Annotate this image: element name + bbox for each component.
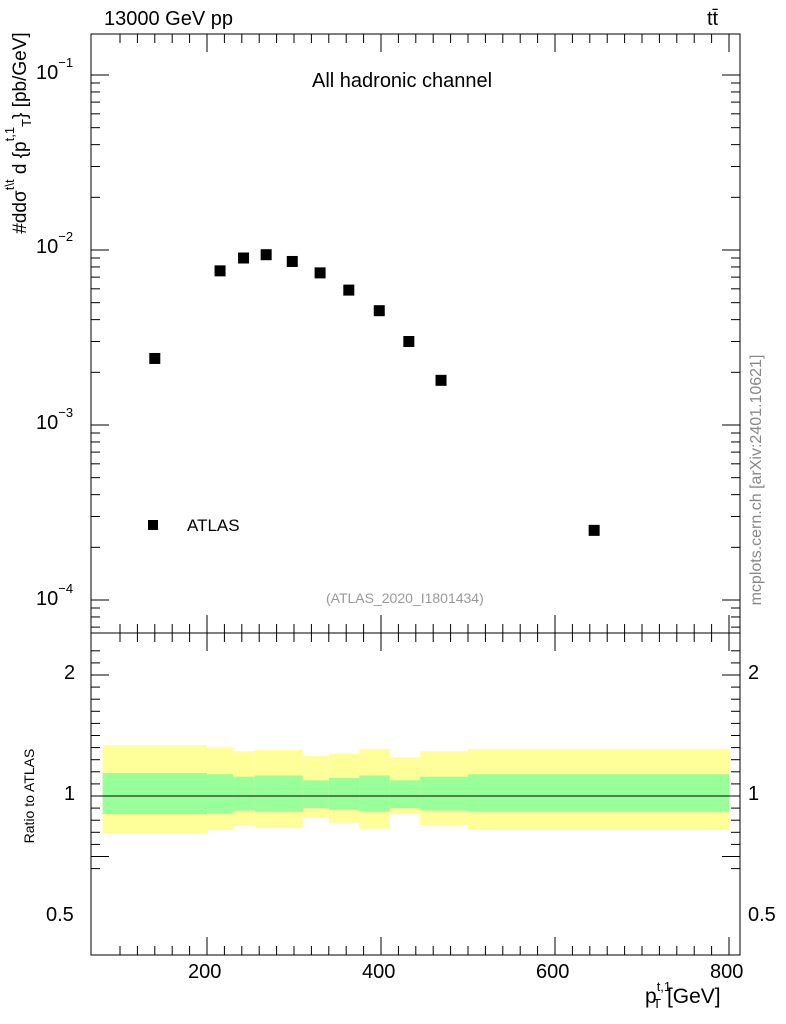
ytick-label: 10−3 [36, 405, 74, 434]
ytick-label: 10−1 [36, 55, 74, 84]
data-point [286, 255, 298, 267]
data-point [260, 249, 272, 261]
data-point [435, 374, 447, 386]
ratio-axis-ticks [91, 633, 740, 955]
chart-title: All hadronic channel [312, 70, 493, 92]
ytick-label: 10−4 [36, 581, 74, 610]
data-point [588, 524, 600, 536]
ratio-ytick-label-right: 0.5 [748, 904, 776, 926]
watermark: mcplots.cern.ch [arXiv:2401.10621] [748, 354, 765, 606]
band-inner-bin [468, 774, 729, 812]
data-point [149, 352, 161, 364]
data-point [314, 267, 326, 279]
ratio-bands [102, 745, 729, 834]
xtick-label: 800 [710, 961, 744, 983]
data-point [403, 336, 415, 348]
data-point [373, 305, 385, 317]
band-inner-bin [389, 780, 421, 809]
band-inner-bin [207, 774, 234, 813]
ratio-ytick-label-right: 1 [748, 783, 760, 805]
ratio-ytick-label-left: 0.5 [46, 904, 74, 926]
xtick-label: 600 [536, 961, 570, 983]
x-axis-label: pt,1T [GeV] [645, 979, 721, 1011]
data-points [149, 249, 600, 536]
band-inner-bin [328, 777, 360, 810]
ratio-panel-frame [90, 632, 741, 956]
band-inner-bin [102, 773, 207, 815]
ratio-y-axis-label: Ratio to ATLAS [21, 748, 37, 844]
band-inner-bin [233, 776, 255, 811]
main-axis-ticks [91, 34, 740, 633]
band-inner-bin [254, 775, 303, 812]
ratio-ytick-label-right: 2 [748, 662, 760, 684]
analysis-tag: (ATLAS_2020_I1801434) [326, 590, 484, 606]
data-point [238, 252, 250, 264]
energy-label: 13000 GeV pp [104, 8, 233, 30]
xtick-label: 400 [362, 961, 396, 983]
band-inner-bin [420, 776, 468, 811]
legend-marker-atlas [148, 520, 158, 530]
ratio-ytick-label-left: 1 [64, 783, 76, 805]
data-point [214, 265, 226, 277]
process-label: tt̄ [707, 8, 719, 30]
ratio-ytick-label-left: 2 [64, 662, 76, 684]
band-inner-bin [302, 780, 329, 809]
ytick-label: 10−2 [36, 229, 74, 258]
legend-label-atlas: ATLAS [187, 516, 240, 535]
data-point [343, 284, 355, 296]
y-axis-label: #ddσt\t d {pt,1T} [pb/GeV] [2, 32, 34, 234]
main-panel-frame [90, 33, 741, 634]
xtick-label: 200 [188, 961, 222, 983]
band-inner-bin [359, 775, 390, 812]
